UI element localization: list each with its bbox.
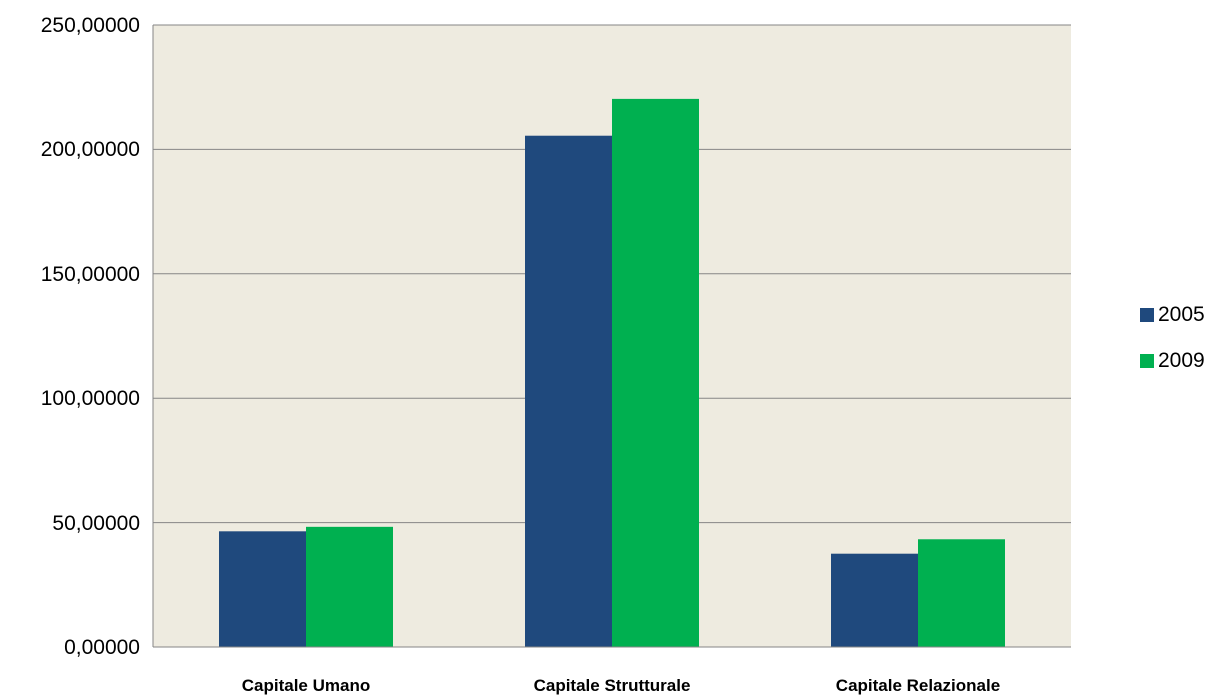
bars	[219, 98, 1005, 647]
y-tick-labels: 0,00000 50,00000 100,00000 150,00000 200…	[41, 14, 140, 659]
legend: 2005 2009	[1140, 303, 1205, 395]
bar-2009-1	[612, 98, 699, 647]
legend-swatch	[1140, 354, 1154, 368]
bar-2009-2	[918, 539, 1005, 647]
bar-2005-0	[219, 531, 306, 647]
y-tick-label: 0,00000	[64, 636, 140, 659]
x-category-label: Capitale Relazionale	[836, 676, 1000, 695]
legend-item-2009: 2009	[1140, 349, 1205, 373]
y-tick-label: 200,00000	[41, 138, 140, 161]
legend-swatch	[1140, 308, 1154, 322]
y-tick-label: 50,00000	[52, 512, 140, 535]
axes	[152, 25, 1071, 648]
x-category-label: Capitale Strutturale	[534, 676, 691, 695]
bar-2009-0	[306, 526, 393, 647]
y-tick-label: 250,00000	[41, 14, 140, 37]
bar-2005-2	[831, 553, 918, 647]
x-category-labels: Capitale Umano Capitale Strutturale Capi…	[242, 676, 1000, 695]
y-tick-label: 100,00000	[41, 387, 140, 410]
legend-label: 2005	[1158, 303, 1205, 326]
legend-label: 2009	[1158, 349, 1205, 372]
legend-item-2005: 2005	[1140, 303, 1205, 327]
bar-2005-1	[525, 135, 612, 647]
y-tick-label: 150,00000	[41, 263, 140, 286]
x-category-label: Capitale Umano	[242, 676, 370, 695]
